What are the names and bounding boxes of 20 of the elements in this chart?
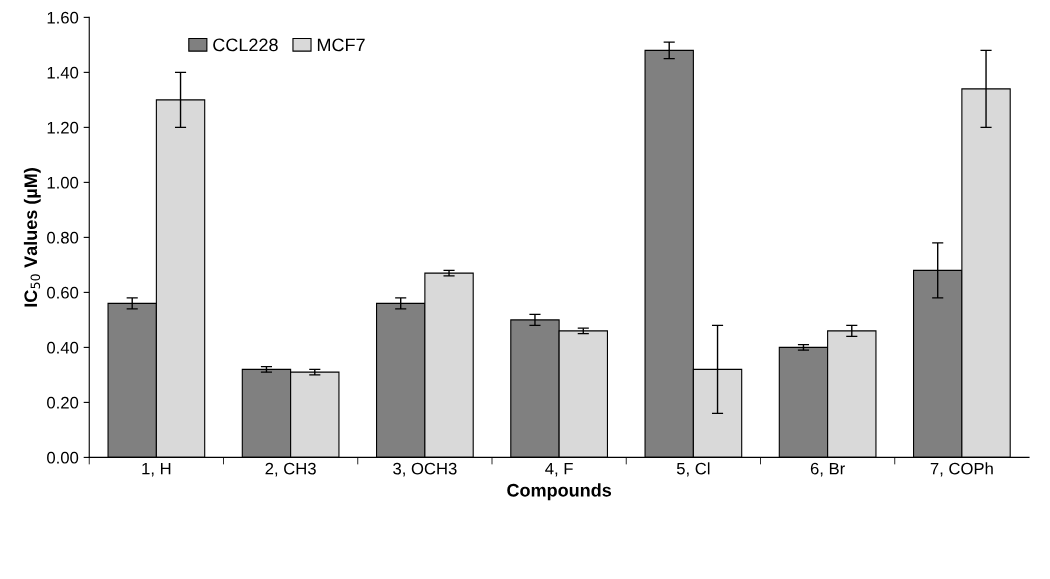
- x-tick-label: 7, COPh: [930, 462, 993, 477]
- y-tick-label: 0.60: [47, 286, 79, 299]
- x-tick-label: 6, Br: [810, 462, 845, 477]
- legend-label: CCL228: [213, 38, 278, 52]
- x-axis-title: Compounds: [507, 483, 612, 501]
- y-tick-label: 0.80: [47, 231, 79, 244]
- x-tick-label: 3, OCH3: [393, 462, 457, 477]
- y-tick-label: 1.20: [47, 121, 79, 134]
- y-tick-label: 1.40: [47, 66, 79, 79]
- legend-label: MCF7: [317, 38, 365, 52]
- x-tick-label: 2, CH3: [265, 462, 316, 477]
- y-tick-label: 1.00: [47, 176, 79, 189]
- y-tick-label: 0.40: [47, 341, 79, 354]
- x-tick-label: 4, F: [545, 462, 573, 477]
- x-tick-label: 1, H: [142, 462, 171, 477]
- x-tick-label: 5, Cl: [676, 462, 710, 477]
- y-tick-label: 0.20: [47, 396, 79, 409]
- y-tick-label: 0.00: [47, 451, 79, 464]
- y-tick-label: 1.60: [47, 11, 79, 24]
- y-axis-title: IC$_{50}$ Values (µM): [23, 168, 41, 307]
